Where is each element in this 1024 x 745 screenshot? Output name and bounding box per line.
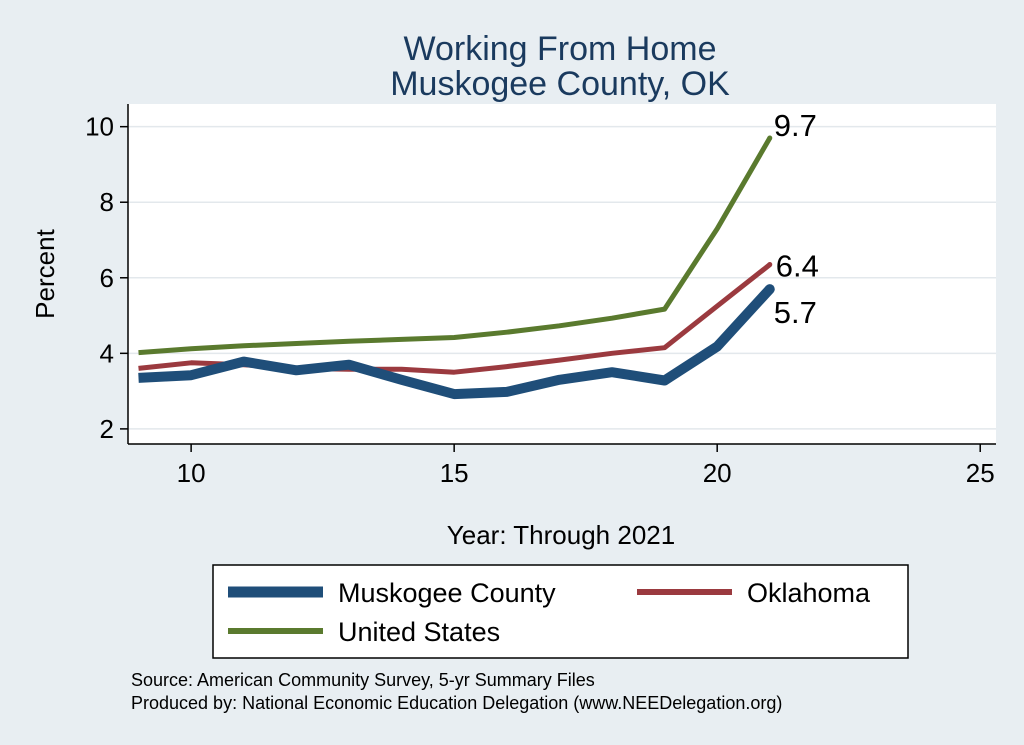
grid-lines — [128, 125, 996, 430]
source-note: Source: American Community Survey, 5-yr … — [131, 670, 595, 690]
y-tick-label-8: 8 — [100, 187, 114, 217]
y-axis-title: Percent — [30, 228, 60, 318]
series-endpoint-muskogee-county — [764, 284, 775, 295]
producer-note: Produced by: National Economic Education… — [131, 693, 782, 713]
y-tick-label-4: 4 — [100, 338, 114, 368]
series-line-muskogee-county — [138, 285, 774, 400]
end-label-united-states: 9.7 — [774, 108, 817, 143]
series-lines — [138, 135, 775, 400]
x-axis-title: Year: Through 2021 — [447, 520, 675, 550]
series-endpoint-united-states — [767, 135, 773, 141]
x-tick-label-10: 10 — [177, 458, 206, 488]
chart-title-line-2: Muskogee County, OK — [390, 65, 730, 103]
legend-box — [212, 564, 909, 659]
x-tick-label-20: 20 — [703, 458, 732, 488]
series-line-united-states — [138, 136, 772, 356]
axes: 2 4 6 8 10 10 15 20 25 — [85, 104, 996, 488]
x-tick-label-25: 25 — [966, 458, 995, 488]
end-label-oklahoma: 6.4 — [776, 249, 819, 284]
y-tick-label-2: 2 — [100, 414, 114, 444]
chart-title-line-1: Working From Home — [404, 30, 717, 68]
legend: Muskogee County Oklahoma United States — [212, 564, 909, 659]
end-labels: 5.7 6.4 9.7 — [774, 108, 819, 330]
end-label-muskogee-county: 5.7 — [774, 295, 817, 330]
legend-label-oklahoma: Oklahoma — [747, 578, 871, 608]
series-endpoint-oklahoma — [767, 262, 773, 268]
y-tick-label-6: 6 — [100, 263, 114, 293]
y-tick-label-10: 10 — [85, 112, 114, 142]
x-tick-label-15: 15 — [440, 458, 469, 488]
plot-area — [128, 104, 996, 444]
legend-label-muskogee-county: Muskogee County — [338, 578, 556, 608]
legend-label-united-states: United States — [338, 617, 500, 647]
